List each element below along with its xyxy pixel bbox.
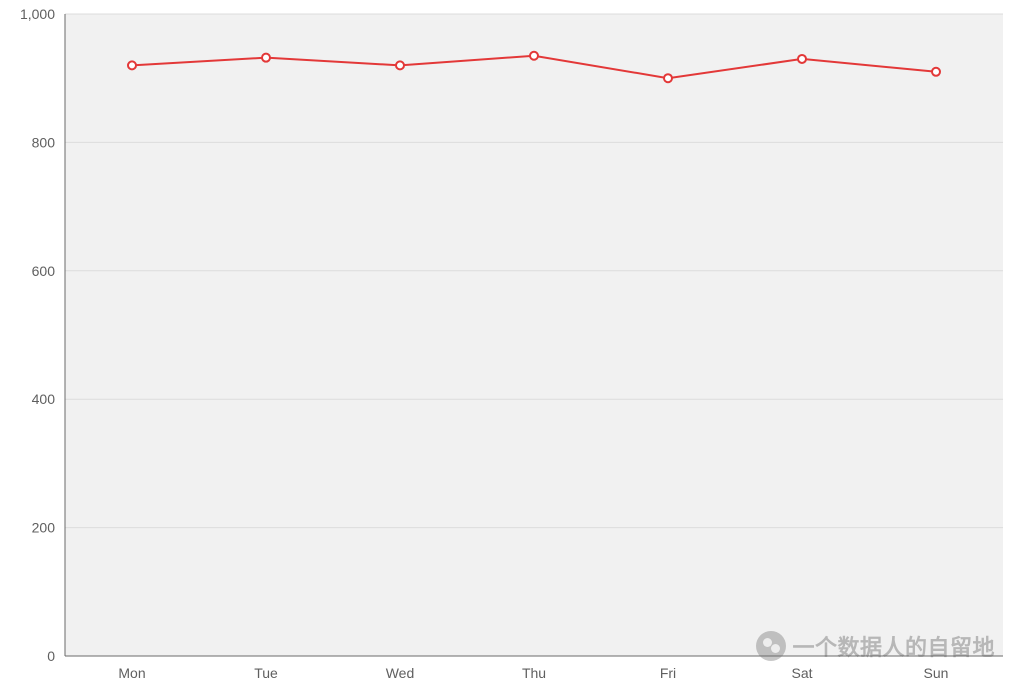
series-marker [798, 55, 806, 63]
x-tick-label: Mon [118, 665, 145, 681]
series-marker [128, 61, 136, 69]
series-marker [530, 52, 538, 60]
x-tick-label: Tue [254, 665, 278, 681]
y-tick-label: 1,000 [20, 6, 55, 22]
y-tick-label: 400 [32, 391, 56, 407]
x-tick-label: Thu [522, 665, 546, 681]
x-tick-label: Sun [924, 665, 949, 681]
x-tick-label: Wed [386, 665, 415, 681]
series-marker [396, 61, 404, 69]
plot-background [65, 14, 1003, 656]
line-chart: 02004006008001,000MonTueWedThuFriSatSun … [0, 0, 1009, 692]
series-marker [932, 68, 940, 76]
y-tick-label: 600 [32, 263, 56, 279]
chart-svg: 0 200 400 600 800 1,000 Mon Tue Wed Thu Fri Sat Sun [0, 0, 1009, 692]
x-tick-label: Fri [660, 665, 676, 681]
series-marker [664, 74, 672, 82]
series-marker [262, 54, 270, 62]
y-tick-label: 0 [47, 648, 55, 664]
y-tick-label: 200 [32, 520, 56, 536]
x-tick-label: Sat [791, 665, 812, 681]
y-tick-label: 800 [32, 134, 56, 150]
